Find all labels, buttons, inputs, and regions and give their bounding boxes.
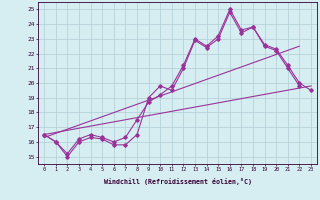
X-axis label: Windchill (Refroidissement éolien,°C): Windchill (Refroidissement éolien,°C) [104,178,252,185]
